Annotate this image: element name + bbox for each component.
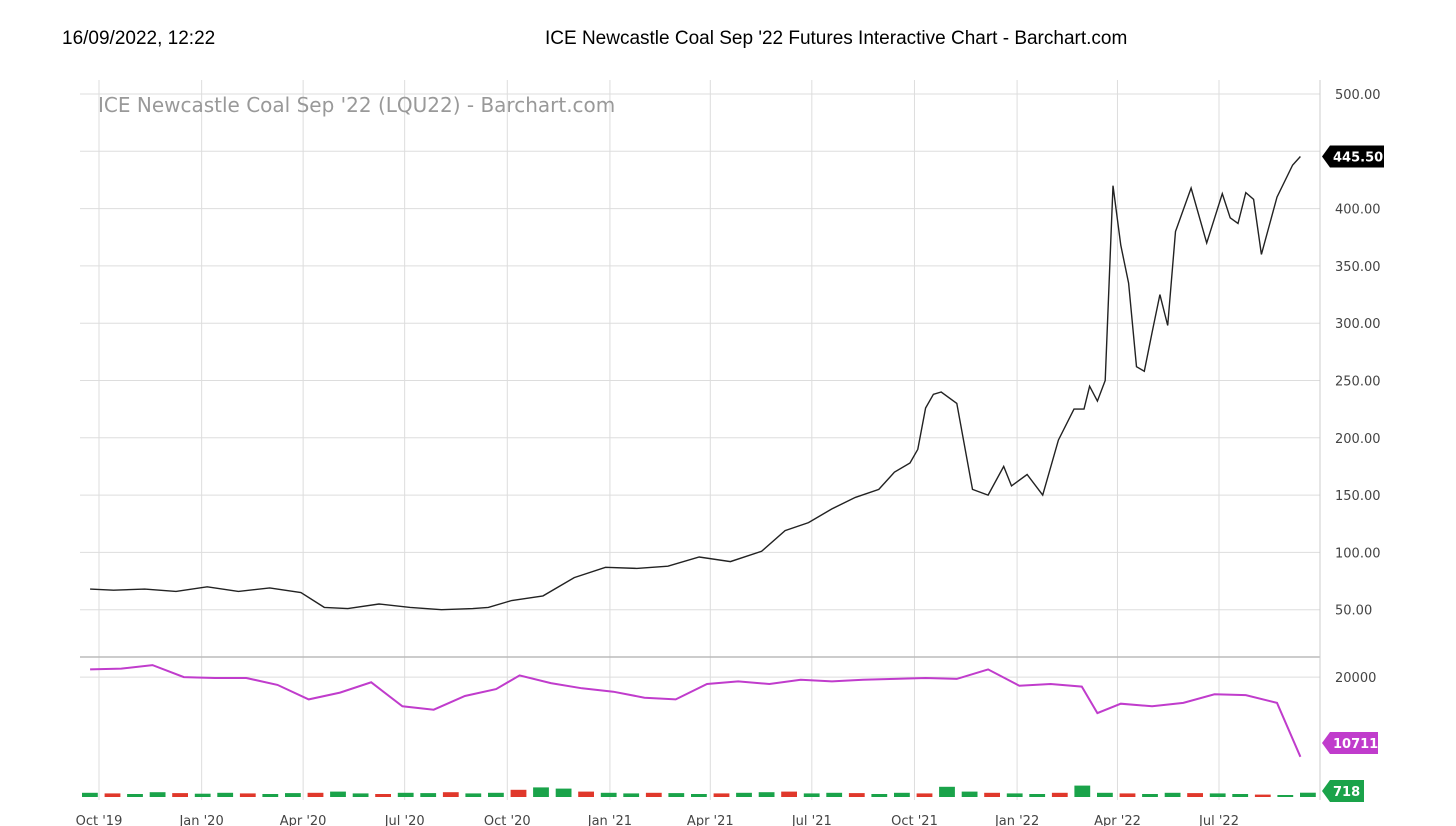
x-tick-label: Oct '20 [484,814,531,826]
x-tick-label: Jan '20 [178,814,223,826]
oi-last-tag-text: 10711 [1333,737,1378,752]
volume-bar [82,792,98,797]
volume-bar [1164,792,1181,797]
volume-bar [420,793,437,797]
volume-bar [352,793,369,797]
volume-bar [803,793,820,797]
volume-bar [330,791,346,797]
volume-bar [894,792,910,797]
price-line [90,156,1301,611]
volume-bar [848,793,865,797]
volume-bar [1187,793,1203,797]
x-tick-label: Jul '22 [1198,814,1239,826]
y-tick-label: 50.00 [1335,604,1372,619]
volume-last-tag-text: 718 [1333,785,1360,800]
volume-bar [1209,793,1226,797]
y-tick-label: 300.00 [1335,317,1381,332]
x-tick-label: Jan '21 [587,814,632,826]
volume-bar [1142,794,1158,797]
x-tick-label: Jul '21 [791,814,832,826]
y-tick-label: 100.00 [1335,546,1381,561]
print-page-title: ICE Newcastle Coal Sep '22 Futures Inter… [545,28,1128,49]
open-interest-line [90,664,1302,758]
volume-bar [262,794,279,797]
y-tick-label: 400.00 [1335,203,1381,218]
x-tick-label: Apr '20 [280,814,327,826]
volume-last-tag-bg [1322,780,1364,802]
x-tick-label: Oct '21 [891,814,938,826]
price-last-tag-bg [1322,145,1384,168]
x-tick-label: Apr '21 [687,814,734,826]
chart-watermark-title: ICE Newcastle Coal Sep '22 (LQU22) - Bar… [98,93,615,117]
volume-bar [916,793,933,797]
y-tick-label: 150.00 [1335,489,1381,504]
print-datetime: 16/09/2022, 12:22 [62,28,216,49]
volume-bar [1119,793,1136,797]
volume-bar [1029,794,1046,797]
volume-bar [826,792,843,797]
price-last-tag: 445.50 [1322,145,1384,168]
x-tick-label: Apr '22 [1094,814,1141,826]
volume-bar [600,792,617,797]
oi-last-tag: 10711 [1322,732,1378,754]
volume-bar [1277,795,1294,797]
volume-bar [645,792,662,797]
x-tick-label: Jul '20 [384,814,425,826]
volume-last-tag: 718 [1322,780,1364,802]
y-tick-label: 350.00 [1335,260,1381,275]
volume-bar [217,792,234,797]
oi-last-tag-bg [1322,732,1378,754]
volume-bar [442,792,459,797]
oi-tick-label: 20000 [1335,671,1376,686]
volume-bar [465,793,482,797]
volume-bar [668,793,685,797]
volume-bar [488,792,504,797]
volume-bar [691,794,707,797]
volume-bar [1074,785,1091,797]
volume-bar [578,791,594,797]
volume-bar [172,793,188,797]
open-interest-series [90,664,1302,758]
volume-bar [375,794,391,797]
volume-bar [104,793,121,797]
volume-bar [1232,794,1249,797]
volume-bar [871,794,888,797]
volume-bar [1300,792,1316,797]
volume-bar [533,787,549,797]
volume-bar [397,792,414,797]
volume-bar [758,792,775,797]
volume-bar [939,786,955,797]
volume-bar [1051,792,1068,797]
volume-bar [623,793,640,797]
volume-bar [307,792,324,797]
volume-bar [194,793,211,797]
volume-bar [781,791,797,797]
volume-bar [555,788,572,797]
volume-bar [285,793,301,797]
volume-bar [127,794,143,797]
last-value-tags: 445.50 10711 718 [1322,145,1384,802]
volume-bar [961,791,978,797]
y-tick-label: 250.00 [1335,375,1381,390]
x-axis: Oct '19 Jan '20 Apr '20 Jul '20 Oct '20 Jan '… [76,814,1239,826]
price-last-tag-text: 445.50 [1333,150,1383,165]
volume-bar [1254,794,1271,797]
volume-bar [239,793,256,797]
y-tick-label: 200.00 [1335,432,1381,447]
volume-bar [1006,793,1023,797]
x-tick-label: Jan '22 [994,814,1039,826]
x-tick-label: Oct '19 [76,814,123,826]
chart-grid [80,80,1321,800]
volume-bar [713,793,730,797]
volume-bars [82,785,1316,797]
volume-bar [149,792,166,797]
y-tick-label: 500.00 [1335,88,1381,103]
price-y-axis: 500.00 400.00 350.00 300.00 250.00 200.00 150.… [1335,88,1381,686]
volume-bar [984,792,1000,797]
volume-bar [736,792,752,797]
volume-bar [510,789,527,797]
volume-bar [1097,792,1113,797]
price-series [90,156,1301,611]
